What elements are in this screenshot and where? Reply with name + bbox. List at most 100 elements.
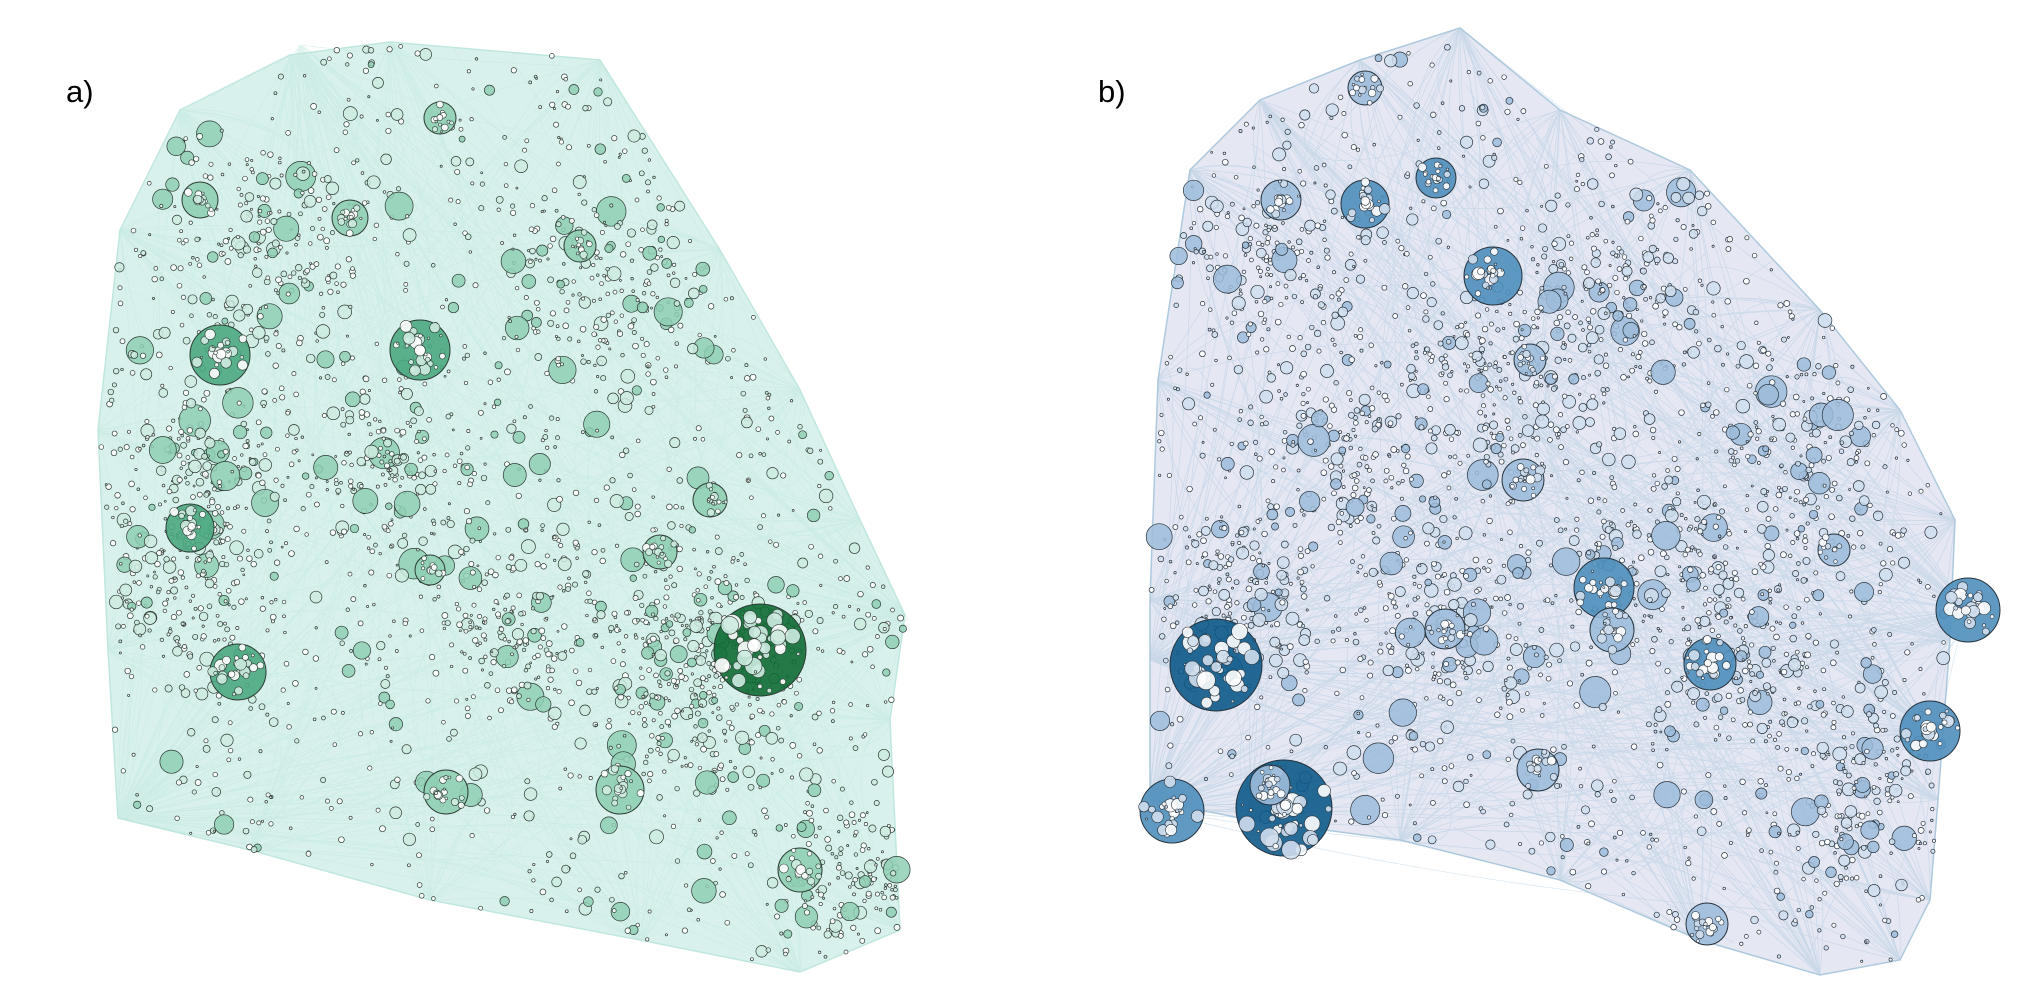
network-node [651,404,656,409]
network-node [610,902,631,922]
network-node [1320,320,1327,326]
network-node [706,576,712,581]
network-node [391,726,394,730]
network-node [750,957,754,962]
network-node [664,635,669,640]
network-node [123,518,129,524]
edge [523,762,801,973]
network-node [888,696,895,703]
network-node [523,810,535,822]
network-node [799,767,814,782]
network-node [816,925,822,931]
edge [117,59,601,819]
network-node [402,620,408,627]
network-node [681,927,688,934]
network-node [517,518,530,530]
hub-child-node [421,555,427,561]
network-node [230,470,234,474]
network-node [392,477,398,483]
edge [1149,659,1824,911]
network-node [179,466,183,470]
network-node [1597,496,1601,501]
network-node [603,220,607,224]
network-node [156,351,163,359]
network-node [620,547,645,572]
network-node [364,662,368,666]
edge [415,382,906,616]
network-node [372,77,384,89]
network-node [235,626,240,630]
network-node [1773,887,1781,895]
network-node [194,427,206,439]
network-node [124,667,131,675]
network-node [616,641,621,646]
network-node [624,610,630,616]
hub-child-node [629,779,633,784]
network-node [180,688,191,698]
network-node [1773,633,1780,641]
network-node [1564,424,1570,429]
network-node [1685,640,1691,647]
network-node [286,475,290,479]
network-node [442,468,447,474]
network-node [1503,821,1510,828]
network-node [469,569,476,576]
network-node [775,430,780,435]
network-node [273,91,278,96]
hub-child-node [715,508,721,514]
network-node [426,417,432,423]
network-node [1550,746,1557,753]
network-node [619,661,626,668]
network-node [423,507,427,511]
network-node [1900,777,1904,780]
edge [1399,773,1701,941]
network-node [603,484,610,491]
network-node [614,223,621,230]
network-node [880,850,884,854]
edge [1611,169,1901,961]
network-node [278,160,282,165]
network-node [642,245,658,261]
hub-child-node [442,787,446,791]
network-node [1661,483,1668,490]
network-node [595,428,599,433]
network-node [862,898,867,903]
network-node [810,804,815,808]
network-node [348,815,353,820]
hub-child-node [438,122,442,127]
network-node [163,516,168,521]
network-node [168,365,173,371]
hub-child-node [807,877,816,886]
network-node [119,338,126,345]
edge [249,389,801,851]
network-node [674,858,681,864]
hub-child-node [455,774,464,783]
network-node [874,863,878,867]
network-node [402,832,416,846]
network-node [582,570,590,578]
network-node [456,621,463,628]
network-node [669,277,681,288]
network-node [1317,286,1323,292]
network-node [510,67,517,74]
network-node [385,111,392,118]
network-node [639,666,643,670]
network-node [159,637,165,643]
network-node [736,452,743,459]
network-node [265,351,271,357]
network-node [1405,663,1409,668]
network-node [1930,848,1936,854]
network-node [306,353,316,364]
network-node [623,871,628,875]
network-node [716,714,723,721]
network-node [1204,614,1208,618]
network-node [766,877,779,889]
network-node [212,639,217,643]
network-node [778,768,784,773]
network-node [1420,651,1425,656]
network-node [394,568,409,583]
network-node [468,656,472,660]
network-node [250,158,254,162]
network-node [1743,934,1749,939]
network-node [1849,515,1856,522]
